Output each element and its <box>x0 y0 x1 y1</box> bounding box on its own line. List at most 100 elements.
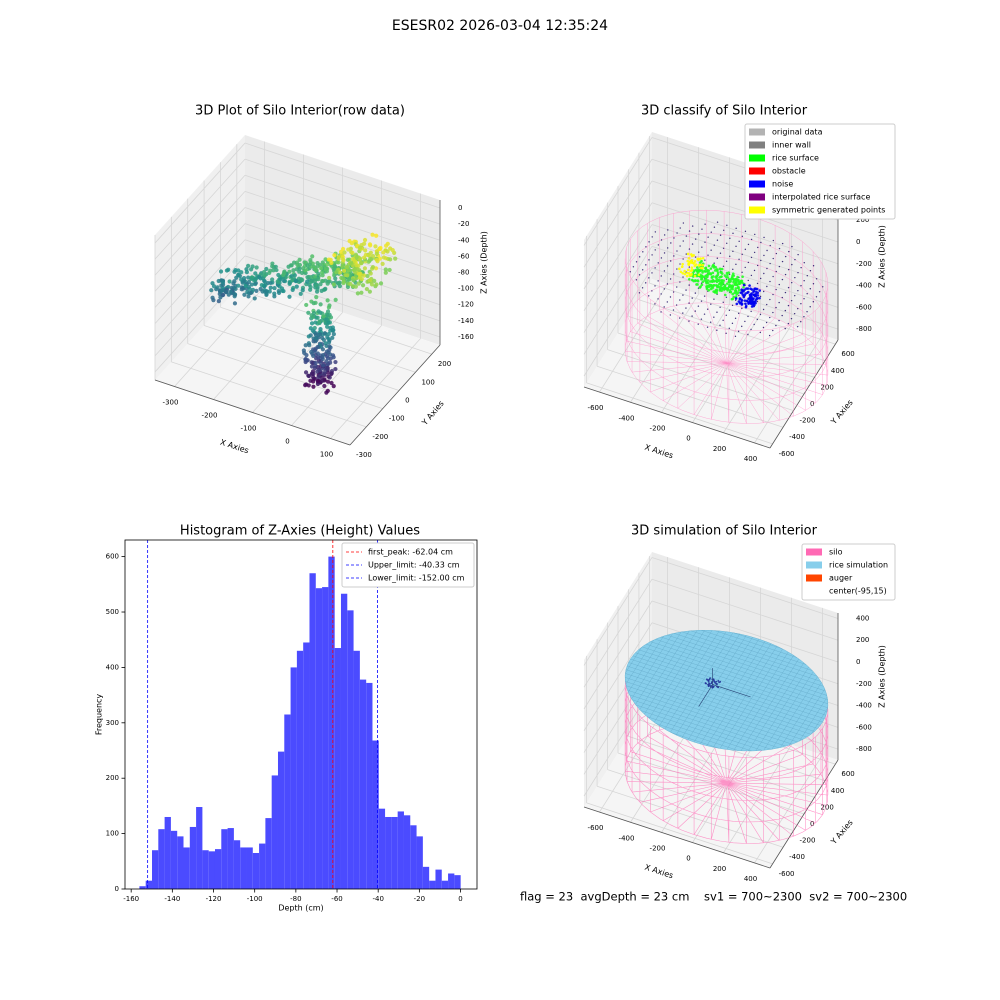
point-cloud-decoration <box>672 309 675 311</box>
point-cloud-decoration <box>312 278 318 283</box>
point-cloud-decoration <box>220 292 226 298</box>
z-tick-label: -140 <box>458 317 474 325</box>
point-cloud-decoration <box>781 242 784 245</box>
point-cloud-decoration <box>797 253 799 256</box>
point-cloud-decoration <box>759 277 762 280</box>
point-cloud-decoration <box>681 262 684 266</box>
point-cloud-decoration <box>800 320 802 323</box>
grid-line <box>154 207 441 308</box>
y-tick-label: -600 <box>779 870 795 878</box>
point-cloud-decoration <box>268 280 273 286</box>
point-cloud-decoration <box>697 305 700 307</box>
point-cloud-decoration <box>666 265 669 267</box>
point-cloud-decoration <box>734 335 737 338</box>
point-cloud-decoration <box>681 271 685 275</box>
point-cloud-decoration <box>685 235 688 237</box>
bar <box>227 828 234 889</box>
bar <box>296 650 304 889</box>
legend-label: rice simulation <box>829 561 888 570</box>
point-cloud-decoration <box>787 322 790 325</box>
point-cloud-decoration <box>632 266 635 268</box>
point-cloud-decoration <box>288 263 293 268</box>
point-cloud-decoration <box>778 283 780 286</box>
point-cloud-decoration <box>689 260 692 264</box>
point-cloud-decoration <box>321 314 326 319</box>
point-cloud-decoration <box>716 285 719 289</box>
bar <box>189 826 197 889</box>
legend-swatch <box>749 128 765 136</box>
point-cloud-decoration <box>679 227 681 229</box>
point-cloud-decoration <box>706 281 710 285</box>
z-tick-label: 400 <box>856 614 869 622</box>
x-tick-label: -100 <box>241 425 257 433</box>
point-cloud-decoration <box>270 264 275 269</box>
point-cloud-decoration <box>660 293 662 295</box>
point-cloud-decoration <box>357 245 363 250</box>
point-cloud-decoration <box>215 285 220 290</box>
point-cloud-decoration <box>716 221 719 223</box>
point-cloud-decoration <box>728 273 731 276</box>
point-cloud-decoration <box>729 290 732 294</box>
y-tick-label: 400 <box>831 367 844 375</box>
point-cloud-decoration <box>318 327 323 332</box>
point-cloud-decoration <box>704 259 706 261</box>
x-tick-label: -140 <box>164 895 180 903</box>
point-cloud-decoration <box>728 309 731 312</box>
bar <box>183 847 190 889</box>
point-cloud-decoration <box>325 324 330 329</box>
point-cloud-decoration <box>330 325 335 330</box>
point-cloud-decoration <box>670 260 672 262</box>
point-cloud-decoration <box>670 242 672 244</box>
point-cloud-decoration <box>747 315 749 318</box>
x-tick-label: 0 <box>458 895 462 903</box>
point-cloud-decoration <box>682 258 684 260</box>
point-cloud-decoration <box>694 310 696 312</box>
bar <box>271 775 278 889</box>
point-cloud-decoration <box>744 302 747 306</box>
point-cloud-decoration <box>741 289 745 292</box>
point-cloud-decoration <box>706 308 709 310</box>
point-cloud-decoration <box>748 299 752 303</box>
z-tick-label: -800 <box>856 325 872 333</box>
point-cloud-decoration <box>707 264 711 268</box>
point-cloud-decoration <box>778 301 780 304</box>
point-cloud-decoration <box>759 313 762 316</box>
point-cloud-decoration <box>746 287 750 290</box>
point-cloud-decoration <box>307 262 312 267</box>
point-cloud-decoration <box>750 238 753 241</box>
point-cloud-decoration <box>763 236 765 239</box>
point-cloud-decoration <box>345 273 350 278</box>
point-cloud-decoration <box>359 277 364 282</box>
point-cloud-decoration <box>211 297 216 303</box>
point-cloud-decoration <box>310 328 315 333</box>
point-cloud-decoration <box>781 260 784 263</box>
point-cloud-decoration <box>311 301 316 306</box>
point-cloud-decoration <box>715 288 718 292</box>
point-cloud-decoration <box>749 301 753 305</box>
point-cloud-decoration <box>731 292 735 296</box>
point-cloud-decoration <box>730 297 734 301</box>
point-cloud-decoration <box>308 284 313 290</box>
point-cloud-decoration <box>809 288 812 290</box>
point-cloud-decoration <box>689 269 693 273</box>
point-cloud-decoration <box>281 273 286 278</box>
point-cloud-decoration <box>359 290 364 295</box>
point-cloud-decoration <box>330 353 336 358</box>
point-cloud-decoration <box>800 266 802 269</box>
point-cloud-decoration <box>713 298 715 300</box>
point-cloud-decoration <box>667 229 669 231</box>
bar <box>347 610 354 889</box>
point-cloud-decoration <box>781 296 783 299</box>
x-tick-label: 200 <box>713 445 726 453</box>
bar <box>334 648 341 889</box>
z-tick-label: -200 <box>856 260 872 268</box>
point-cloud-decoration <box>364 286 369 292</box>
bar <box>158 829 165 889</box>
point-cloud-decoration <box>374 233 379 238</box>
point-cloud-decoration <box>682 240 684 242</box>
point-cloud-decoration <box>651 290 653 292</box>
point-cloud-decoration <box>232 301 238 306</box>
bar <box>385 816 392 889</box>
point-cloud-decoration <box>645 246 647 248</box>
bar <box>322 587 329 889</box>
